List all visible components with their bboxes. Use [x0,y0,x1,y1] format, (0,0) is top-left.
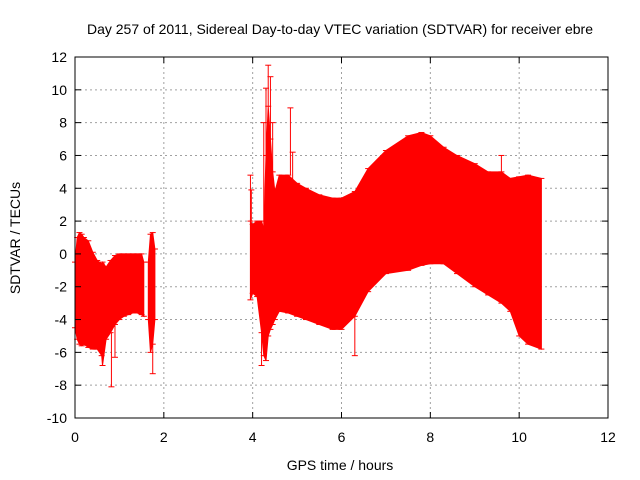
y-tick-label: 4 [59,180,67,196]
y-tick-label: -6 [55,344,68,360]
y-tick-label: -4 [55,312,68,328]
y-tick-label: 6 [59,147,67,163]
y-axis-label: SDTVAR / TECUs [7,182,23,294]
x-tick-label: 0 [71,429,79,445]
y-tick-label: -8 [55,377,68,393]
y-tick-label: 10 [51,82,67,98]
x-axis-label: GPS time / hours [287,457,394,473]
y-tick-label: -10 [47,410,67,426]
y-tick-label: -2 [55,279,68,295]
x-tick-label: 4 [249,429,257,445]
data-envelopes [72,105,545,366]
y-tick-label: 2 [59,213,67,229]
y-tick-label: 0 [59,246,67,262]
x-axis-ticks: 0 2 4 6 8 10 12 [71,57,616,445]
chart-title: Day 257 of 2011, Sidereal Day-to-day VTE… [87,21,593,37]
envelope-segment-2 [147,231,156,353]
x-tick-label: 8 [426,429,434,445]
x-tick-label: 2 [160,429,168,445]
x-tick-label: 12 [600,429,616,445]
x-tick-label: 6 [338,429,346,445]
outlier-markers [108,64,505,388]
y-tick-label: 8 [59,115,67,131]
x-tick-label: 10 [511,429,527,445]
y-tick-label: 12 [51,49,67,65]
y-axis-ticks: -10 -8 -6 -4 -2 0 2 4 6 8 10 12 [47,49,608,426]
